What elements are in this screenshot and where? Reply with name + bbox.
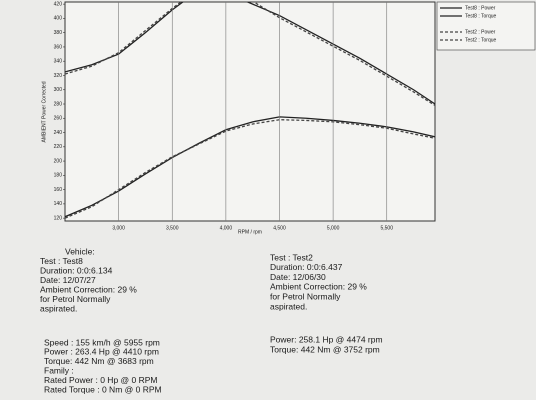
report-line: Torque: 442 Nm @ 3683 rpm bbox=[44, 356, 154, 366]
x-tick-label: 5,500 bbox=[380, 225, 393, 231]
y-tick-label: 380 bbox=[54, 30, 63, 36]
y-tick-label: 220 bbox=[54, 144, 63, 150]
report-line: Rated Power : 0 Hp @ 0 RPM bbox=[44, 375, 158, 385]
y-tick-label: 240 bbox=[54, 130, 63, 136]
report-line: Test : Test8 bbox=[40, 256, 83, 266]
x-tick-label: 4,500 bbox=[273, 225, 286, 231]
y-tick-label: 320 bbox=[54, 73, 63, 79]
report-line: Speed : 155 km/h @ 5955 rpm bbox=[44, 337, 160, 347]
report-line: Power: 258.1 Hp @ 4474 rpm bbox=[270, 334, 383, 344]
report-line: for Petrol Normally bbox=[270, 291, 341, 301]
plot-lines bbox=[65, 2, 435, 219]
y-tick-label: 400 bbox=[54, 16, 63, 22]
report-line: aspirated. bbox=[40, 303, 77, 313]
report-line: Family : bbox=[44, 365, 74, 375]
plot-area bbox=[64, 1, 436, 222]
y-tick-label: 140 bbox=[54, 201, 63, 207]
y-tick-label: 120 bbox=[54, 215, 63, 221]
legend-label: Test2 : Power bbox=[465, 29, 496, 35]
y-tick-label: 280 bbox=[54, 101, 63, 107]
y-tick-label: 200 bbox=[54, 158, 63, 164]
report-line: Rated Torque : 0 Nm @ 0 RPM bbox=[44, 384, 162, 394]
report-line: Duration: 0:0:6.134 bbox=[40, 265, 113, 275]
report-line: aspirated. bbox=[270, 301, 307, 311]
legend-label: Test2 : Torque bbox=[465, 37, 497, 43]
report-line: Duration: 0:0:6.437 bbox=[270, 262, 343, 272]
y-tick-label: 260 bbox=[54, 116, 63, 122]
y-tick-label: 340 bbox=[54, 59, 63, 65]
x-tick-label: 5,000 bbox=[327, 225, 340, 231]
series-line bbox=[65, 2, 435, 105]
legend-label: Test8 : Torque bbox=[465, 13, 497, 19]
x-tick-label: 4,000 bbox=[220, 225, 233, 231]
y-tick-label: 420 bbox=[54, 1, 63, 7]
legend-box bbox=[436, 1, 536, 51]
y-axis-label: AMBIENT Power Corrected bbox=[41, 81, 47, 142]
y-tick-label: 180 bbox=[54, 173, 63, 179]
report-line: Vehicle: bbox=[65, 246, 95, 256]
y-tick-label: 160 bbox=[54, 187, 63, 193]
report-line: Torque: 442 Nm @ 3752 rpm bbox=[270, 344, 380, 354]
report-line: Power : 263.4 Hp @ 4410 rpm bbox=[44, 347, 159, 357]
x-tick-label: 3,500 bbox=[166, 225, 179, 231]
report-line: Ambient Correction: 29 % bbox=[40, 284, 137, 294]
report-line: Date: 12/06/30 bbox=[270, 272, 326, 282]
report-line: Date: 12/07/27 bbox=[40, 275, 96, 285]
x-axis-label: RPM / rpm bbox=[238, 229, 262, 235]
series-line bbox=[65, 116, 435, 218]
report-line: Ambient Correction: 29 % bbox=[270, 282, 367, 292]
series-line bbox=[65, 119, 435, 219]
report-line: for Petrol Normally bbox=[40, 294, 111, 304]
legend-label: Test8 : Power bbox=[465, 5, 496, 11]
report-line: Test : Test2 bbox=[270, 252, 313, 262]
y-tick-label: 300 bbox=[54, 87, 63, 93]
x-tick-label: 3,000 bbox=[112, 225, 125, 231]
y-tick-label: 360 bbox=[54, 44, 63, 50]
